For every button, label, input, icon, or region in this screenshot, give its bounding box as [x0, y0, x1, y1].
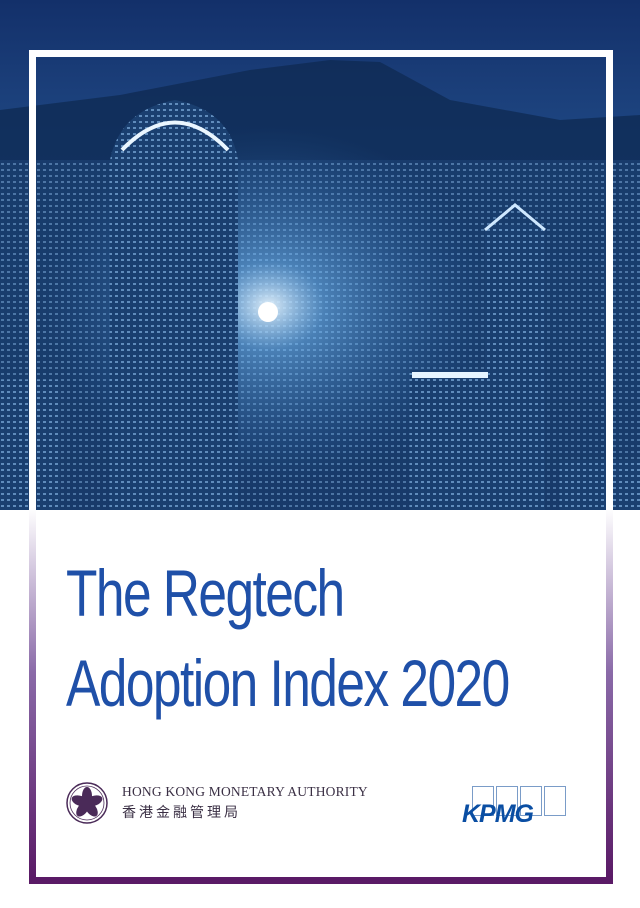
cover-frame	[29, 50, 613, 884]
kpmg-wordmark: KPMG	[462, 800, 534, 828]
kpmg-logo: KPMG	[462, 786, 566, 828]
hkma-name-english: HONG KONG MONETARY AUTHORITY	[122, 784, 368, 799]
kpmg-boxes-icon	[472, 786, 566, 816]
title-line-1: The Regtech	[66, 556, 345, 630]
bauhinia-emblem-icon	[66, 782, 108, 824]
title-line-2: Adoption Index 2020	[66, 646, 510, 720]
report-title: The Regtech Adoption Index 2020	[66, 548, 510, 728]
hkma-name-chinese: 香港金融管理局	[122, 806, 241, 821]
hkma-logo-block: HONG KONG MONETARY AUTHORITY 香港金融管理局	[66, 782, 368, 824]
